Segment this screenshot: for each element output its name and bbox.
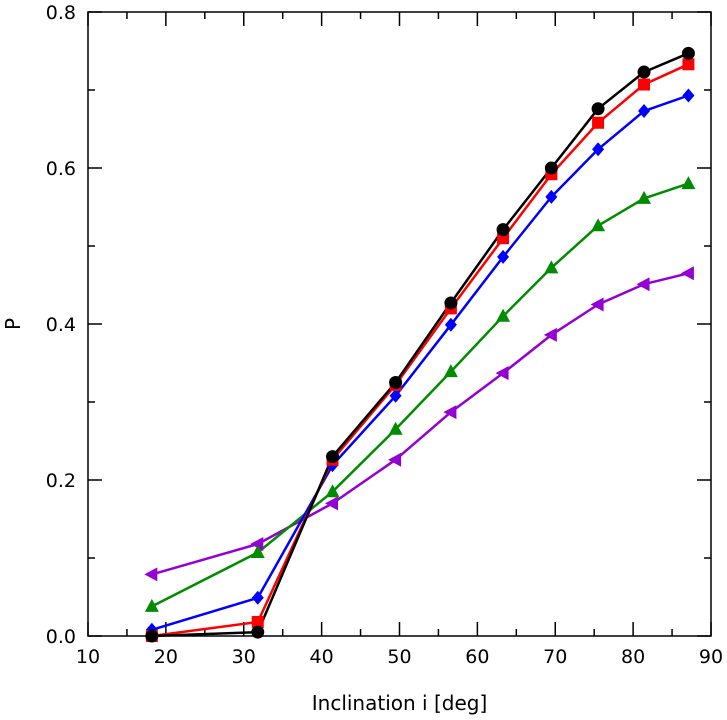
data-point-square — [251, 615, 264, 628]
data-point-circle — [145, 629, 159, 643]
x-tick-label: 80 — [621, 646, 645, 668]
series-lines — [151, 52, 689, 638]
data-point-square — [592, 116, 605, 129]
series-line-square — [151, 63, 689, 638]
data-point-triangle-up — [144, 598, 159, 612]
data-point-circle — [544, 161, 558, 175]
data-point-triangle-left — [680, 266, 694, 281]
data-point-triangle-left — [636, 277, 650, 292]
y-tick-label: 0.6 — [46, 158, 76, 180]
y-tick-label: 0.4 — [46, 314, 76, 336]
data-point-circle — [444, 296, 458, 310]
data-point-diamond — [545, 189, 558, 204]
data-point-diamond — [251, 590, 264, 605]
data-point-triangle-left — [443, 405, 457, 420]
series-line-circle — [151, 52, 689, 638]
data-point-circle — [496, 223, 510, 237]
data-point-triangle-up — [250, 545, 265, 559]
axis-ticks — [87, 11, 712, 637]
data-point-diamond — [444, 317, 457, 332]
y-tick-label: 0.2 — [46, 470, 76, 492]
x-tick-label: 60 — [465, 646, 489, 668]
data-point-square — [638, 78, 651, 91]
data-point-triangle-left — [495, 366, 509, 381]
data-point-circle — [326, 450, 340, 464]
x-tick-label: 50 — [387, 646, 411, 668]
series-line-triangle-left — [151, 272, 689, 576]
data-point-triangle-left — [250, 536, 264, 551]
data-point-triangle-up — [637, 190, 652, 204]
y-tick-label: 0.0 — [46, 626, 76, 648]
data-point-triangle-left — [325, 496, 339, 511]
data-point-triangle-up — [443, 364, 458, 378]
y-axis-label: P — [1, 318, 25, 330]
data-point-triangle-left — [144, 567, 158, 582]
data-point-triangle-up — [325, 484, 340, 498]
data-point-triangle-up — [681, 176, 696, 190]
y-tick-label: 0.8 — [46, 2, 76, 24]
x-tick-label: 30 — [232, 646, 256, 668]
data-point-triangle-left — [590, 297, 604, 312]
data-point-diamond — [682, 88, 695, 103]
series-line-triangle-up — [151, 182, 689, 608]
x-tick-label: 20 — [154, 646, 178, 668]
data-point-triangle-left — [543, 327, 557, 342]
data-point-triangle-up — [496, 308, 511, 322]
data-point-square — [682, 58, 695, 71]
x-axis-label: Inclination i [deg] — [312, 691, 488, 715]
data-point-diamond — [497, 249, 510, 264]
series-line-diamond — [151, 94, 689, 631]
x-tick-label: 40 — [310, 646, 334, 668]
data-point-triangle-up — [388, 421, 403, 435]
x-tick-labels: 10 20 30 40 50 60 70 80 90 — [76, 646, 723, 668]
data-point-triangle-up — [544, 260, 559, 274]
data-point-circle — [591, 102, 605, 116]
y-tick-labels: 0.0 0.2 0.4 0.6 0.8 — [46, 2, 76, 648]
data-point-diamond — [389, 388, 402, 403]
data-point-circle — [637, 65, 651, 79]
data-point-circle — [681, 46, 695, 60]
data-point-triangle-left — [388, 452, 402, 467]
x-tick-label: 90 — [699, 646, 723, 668]
series-markers — [144, 46, 696, 643]
data-point-circle — [389, 376, 403, 389]
x-tick-label: 70 — [543, 646, 567, 668]
data-point-circle — [251, 625, 265, 639]
data-point-diamond — [592, 142, 605, 157]
data-point-diamond — [638, 104, 651, 119]
x-tick-label: 10 — [76, 646, 100, 668]
data-point-triangle-up — [591, 218, 606, 232]
